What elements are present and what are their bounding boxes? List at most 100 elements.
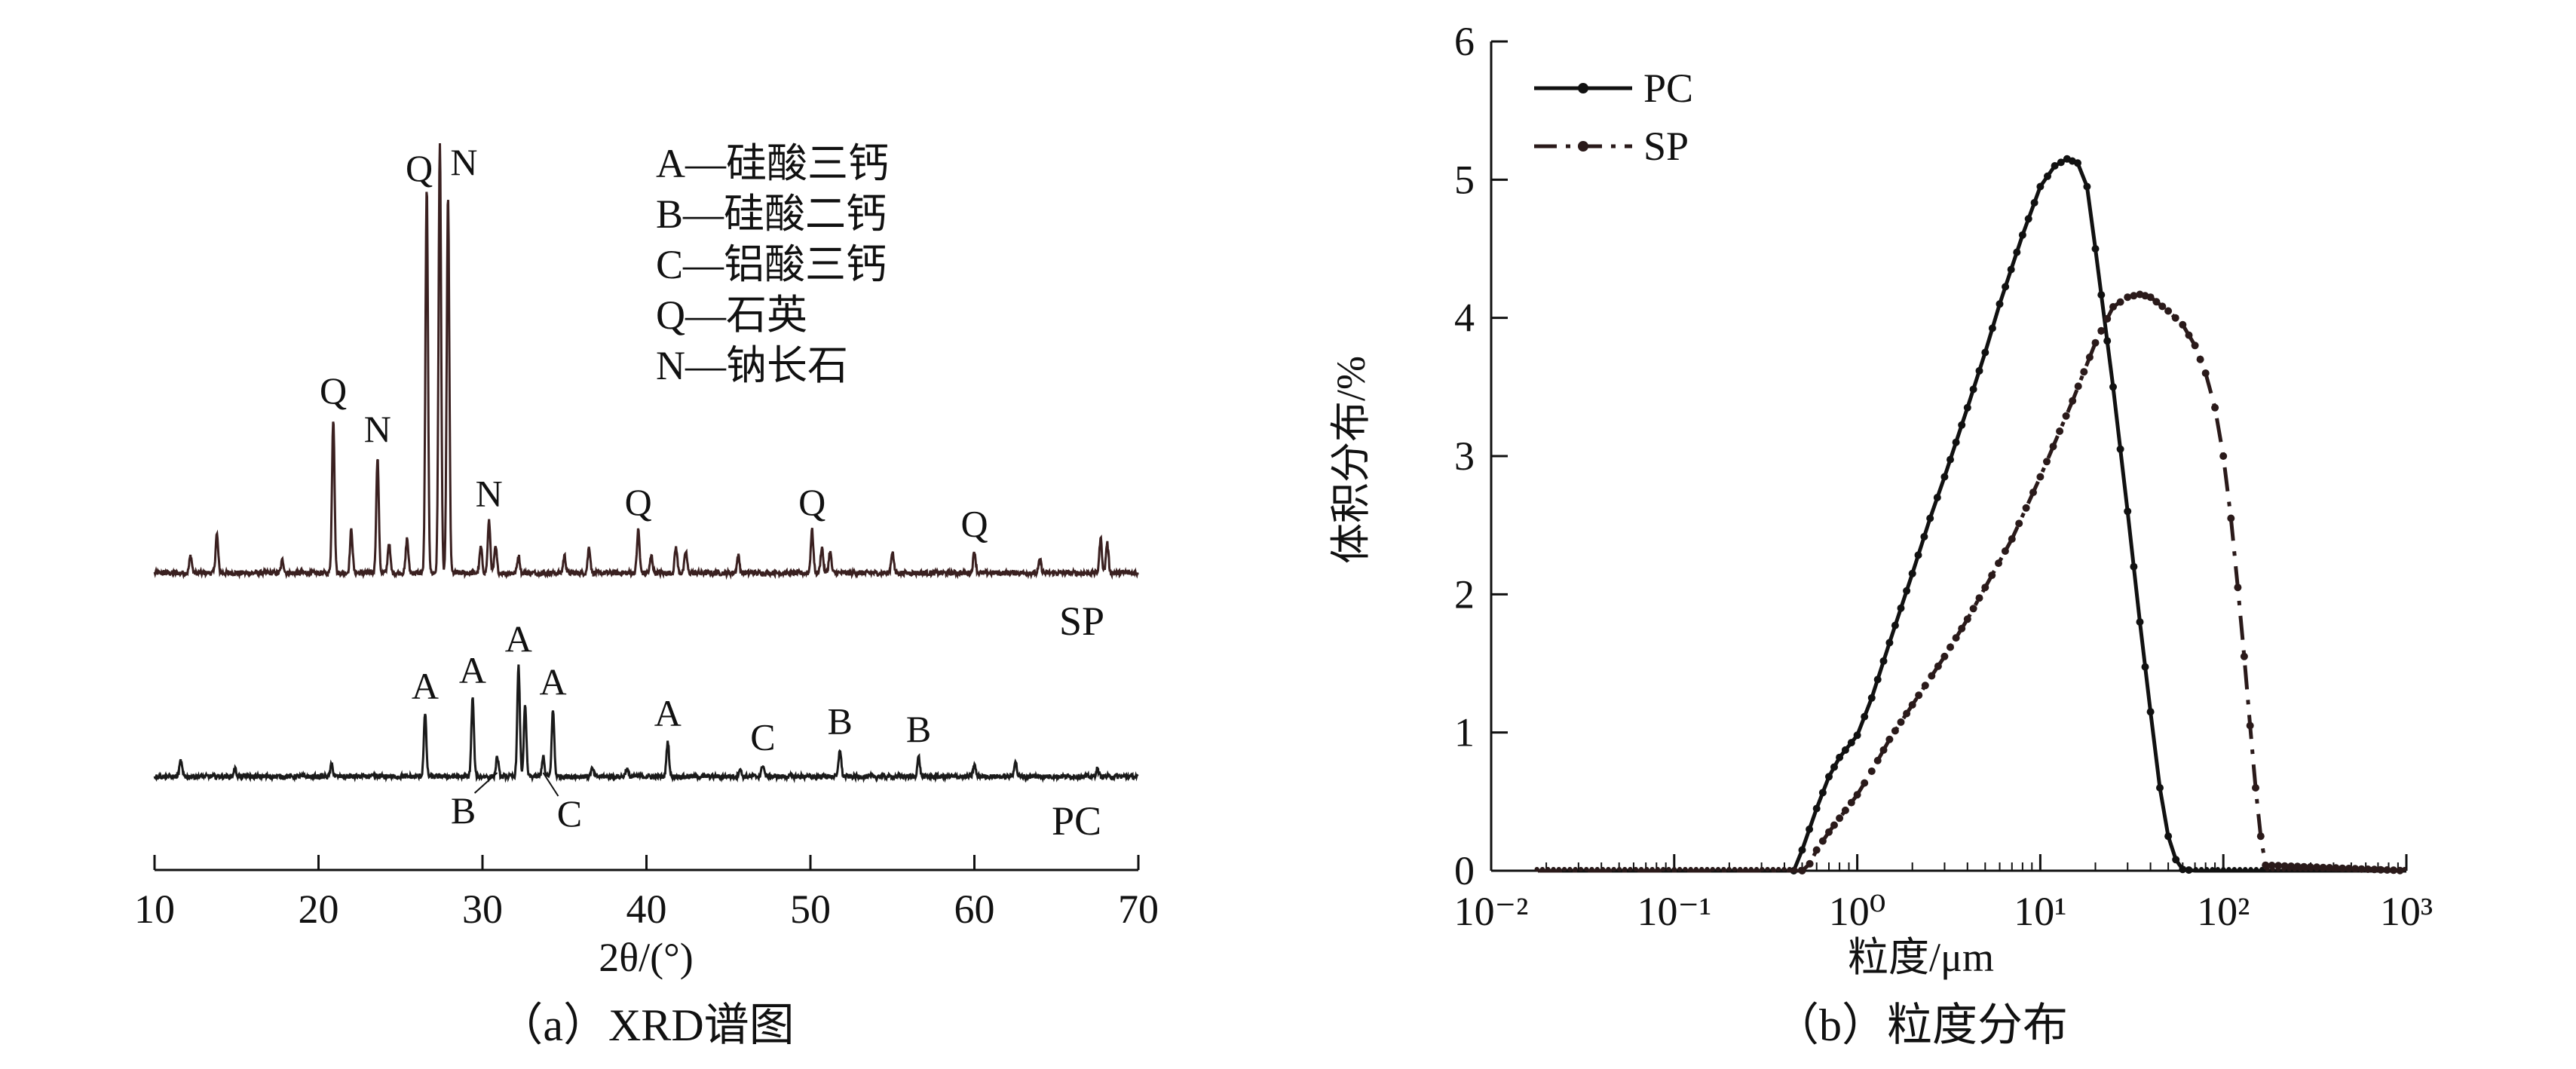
psd-legend-label-pc: PC: [1643, 66, 1693, 111]
psd-y-tick-label: 3: [1454, 433, 1475, 479]
psd-y-tick-label: 6: [1454, 19, 1475, 64]
psd-point: [1933, 494, 1941, 501]
psd-y-tick-label: 1: [1454, 710, 1475, 755]
psd-point: [1952, 438, 1960, 446]
psd-baseline-point: [2226, 867, 2231, 871]
psd-point: [1988, 324, 1996, 332]
psd-baseline-point: [2281, 867, 2287, 871]
psd-x-ticks: 10⁻² 10⁻¹ 10⁰ 10¹ 10² 10³: [1454, 854, 2433, 934]
xrd-peak-label: Q: [798, 481, 825, 523]
psd-point: [1841, 806, 1849, 814]
psd-point: [1806, 825, 1814, 833]
xrd-peak-label: A: [539, 661, 566, 703]
psd-markers-pc: [1534, 155, 2407, 874]
psd-baseline-point: [1639, 867, 1644, 871]
psd-point: [1915, 691, 1923, 700]
xrd-peak-label: B: [906, 708, 931, 750]
psd-point: [1861, 712, 1869, 721]
psd-baseline-point: [1611, 867, 1616, 871]
psd-point: [1940, 473, 1949, 481]
psd-baseline-point: [1765, 867, 1770, 871]
psd-baseline-point: [1579, 867, 1583, 871]
psd-point: [2018, 231, 2026, 239]
psd-point: [1812, 846, 1821, 854]
psd-baseline-point: [1600, 867, 1606, 871]
psd-baseline-point: [2391, 867, 2396, 871]
psd-x-tick-label: 10³: [2380, 889, 2433, 934]
psd-point: [1908, 569, 1916, 577]
xrd-caption: （a）XRD谱图: [498, 1000, 794, 1050]
psd-point: [2103, 314, 2112, 323]
psd-y-tick-label: 5: [1454, 157, 1475, 202]
psd-point: [1969, 385, 1977, 394]
psd-baseline-point: [2369, 867, 2374, 871]
psd-point: [2185, 866, 2193, 874]
psd-baseline-point: [2358, 867, 2363, 871]
psd-point: [2172, 856, 2180, 864]
psd-point: [2109, 303, 2117, 311]
psd-point: [2124, 507, 2132, 516]
psd-point: [1952, 634, 1960, 642]
psd-baseline-point: [1677, 867, 1683, 871]
psd-baseline-point: [1760, 867, 1765, 871]
psd-point: [1981, 348, 1989, 357]
xrd-phase-legend-item: B—硅酸二钙: [656, 191, 887, 237]
xrd-x-tick-label: 20: [299, 887, 339, 932]
psd-legend: PC SP: [1534, 66, 1693, 169]
psd-point: [1885, 639, 1894, 647]
psd-point: [2274, 862, 2283, 870]
psd-point: [2024, 215, 2032, 223]
xrd-peak-label: B: [827, 700, 852, 743]
psd-baseline-point: [1551, 867, 1556, 871]
psd-baseline-point: [1705, 867, 1710, 871]
psd-point: [1847, 739, 1855, 747]
psd-point: [1921, 682, 1929, 690]
psd-baseline-point: [2314, 867, 2319, 871]
psd-point: [2036, 473, 2045, 481]
xrd-x-tick-label: 30: [462, 887, 503, 932]
psd-point: [1988, 571, 1996, 580]
psd-point: [1996, 300, 2004, 308]
psd-point: [1818, 837, 1827, 845]
xrd-peak-leader: [542, 772, 559, 797]
xrd-phase-legend: A—硅酸三钙 B—硅酸二钙 C—铝酸三钙 Q—石英 N—钠长石: [656, 141, 889, 388]
xrd-peak-label: A: [505, 617, 532, 660]
psd-x-tick-label: 10⁻²: [1454, 889, 1529, 934]
psd-point: [2051, 162, 2059, 170]
psd-baseline-point: [1770, 867, 1775, 871]
psd-baseline-point: [1644, 867, 1649, 871]
xrd-x-axis-label: 2θ/(°): [599, 935, 693, 980]
psd-point: [1963, 615, 1971, 623]
psd-baseline-point: [1726, 867, 1732, 871]
xrd-trace-pc: [153, 664, 1139, 783]
psd-point: [2191, 342, 2199, 350]
psd-baseline-point: [2221, 867, 2226, 871]
psd-point: [1825, 828, 1833, 836]
psd-point: [2130, 292, 2138, 300]
psd-y-tick-label: 0: [1454, 848, 1475, 893]
psd-baseline-point: [2199, 867, 2204, 871]
psd-point: [2069, 397, 2077, 405]
psd-baseline-point: [1573, 867, 1578, 871]
psd-point: [1830, 821, 1838, 829]
psd-baseline-point: [1699, 867, 1705, 871]
psd-baseline-point: [1683, 867, 1688, 871]
psd-point: [2130, 562, 2138, 571]
psd-point: [2256, 832, 2265, 841]
psd-point: [2013, 248, 2021, 256]
xrd-peak-label: A: [654, 692, 682, 734]
psd-point: [2156, 784, 2164, 792]
psd-point: [2152, 298, 2161, 306]
psd-point: [2171, 314, 2179, 322]
psd-point: [2211, 403, 2219, 412]
psd-point: [2179, 865, 2187, 874]
xrd-series-label-pc: PC: [1052, 798, 1101, 844]
psd-baseline-point: [1633, 867, 1638, 871]
psd-point: [1920, 532, 1928, 541]
psd-point: [1836, 753, 1844, 761]
psd-baseline-point: [1606, 867, 1611, 871]
psd-baseline-point: [2248, 867, 2253, 871]
psd-point: [2196, 355, 2204, 363]
psd-point: [2103, 337, 2112, 345]
